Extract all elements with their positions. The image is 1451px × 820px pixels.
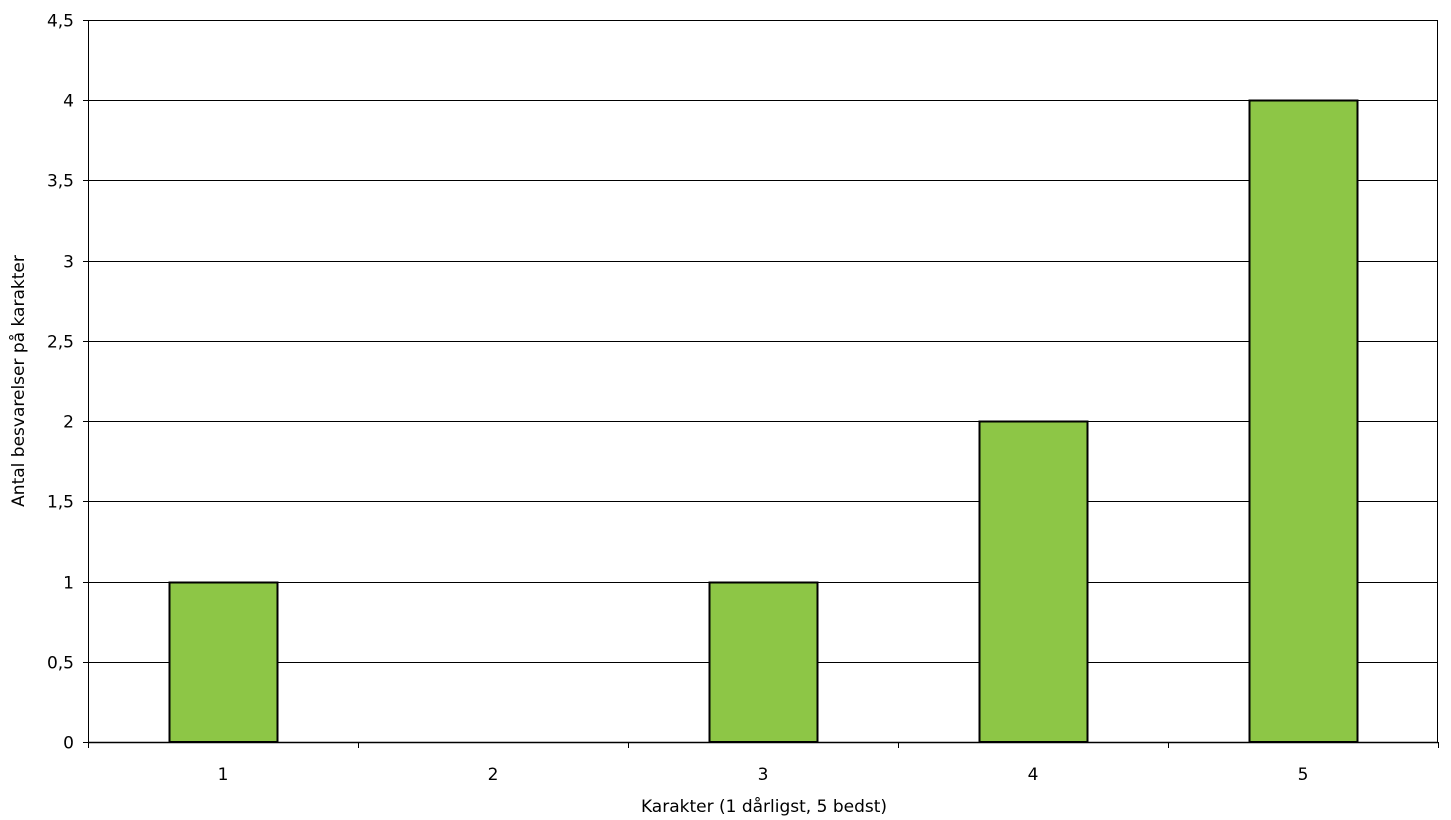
y-tick-label: 2,5	[47, 333, 74, 353]
y-tick-labels: 0 0,5 1 1,5 2 2,5 3 3,5 4 4,5	[47, 12, 74, 754]
y-tick-label: 3	[63, 253, 74, 273]
y-tick-label: 3,5	[47, 172, 74, 192]
bars	[168, 99, 1359, 743]
y-tick-label: 0,5	[47, 654, 74, 674]
bar-1	[168, 581, 279, 743]
x-tick-label: 3	[758, 765, 769, 785]
x-tick-label: 4	[1028, 765, 1039, 785]
bar-5	[1248, 99, 1359, 743]
axes	[83, 20, 1439, 748]
y-tick-label: 1,5	[47, 493, 74, 513]
gridlines	[88, 20, 1438, 663]
x-tick-labels: 1 2 3 4 5	[218, 765, 1309, 785]
y-axis-title: Antal besvarelser på karakter	[8, 255, 29, 507]
y-tick-label: 0	[63, 734, 74, 754]
x-tick-label: 1	[218, 765, 229, 785]
x-tick-label: 2	[488, 765, 499, 785]
bar-3	[708, 581, 819, 743]
x-tick-label: 5	[1298, 765, 1309, 785]
y-tick-label: 1	[63, 574, 74, 594]
y-tick-label: 4	[63, 92, 74, 112]
y-tick-label: 4,5	[47, 12, 74, 32]
x-axis-title: Karakter (1 dårligst, 5 bedst)	[641, 796, 887, 817]
y-tick-label: 2	[63, 413, 74, 433]
bar-4	[978, 420, 1089, 743]
